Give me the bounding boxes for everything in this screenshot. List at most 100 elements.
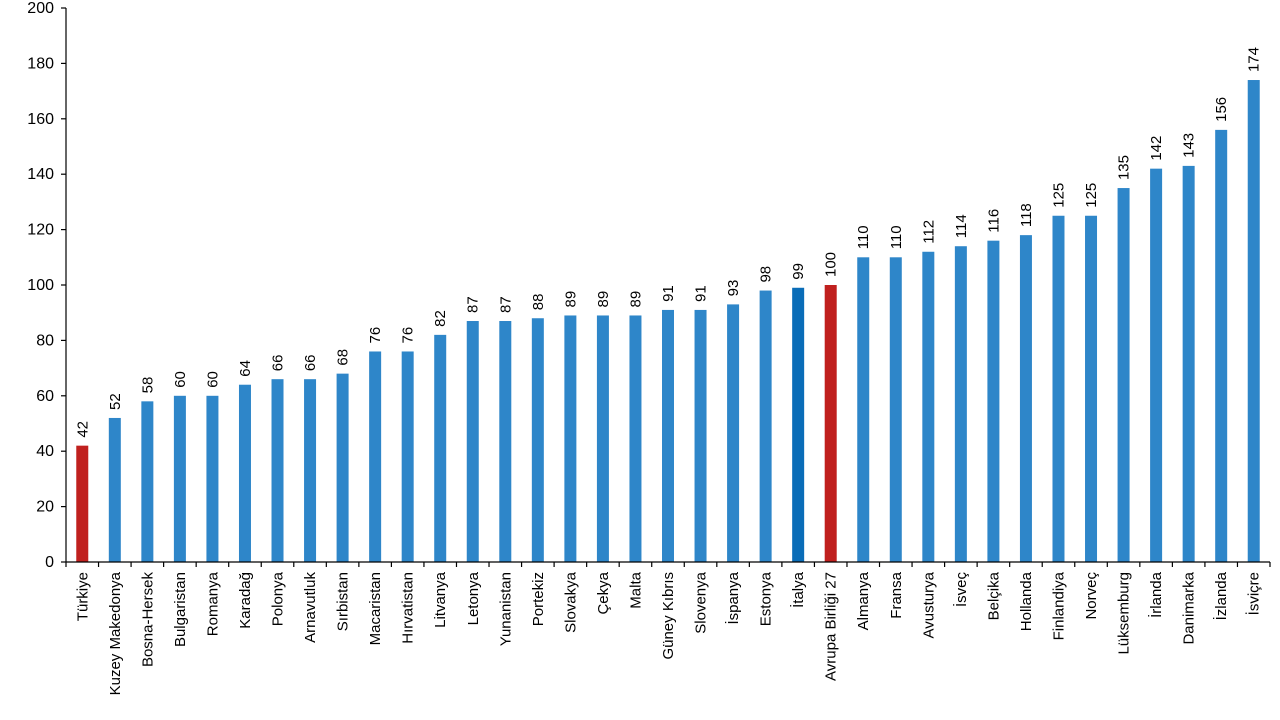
category-label-cekya: Çekya (595, 571, 612, 614)
y-tick-label: 180 (27, 55, 54, 72)
value-label-ispanya: 93 (725, 280, 742, 297)
bar-karadag (238, 384, 251, 562)
bar-guney-kibris (662, 309, 674, 562)
value-label-avrupa-birligi-27: 100 (823, 252, 840, 277)
bar-norvec (1085, 215, 1098, 562)
y-tick-label: 80 (36, 332, 54, 349)
bar-bulgaristan (173, 395, 186, 562)
bar-cekya (596, 315, 609, 562)
bar-litvanya (434, 334, 447, 562)
value-label-arnavutluk: 66 (302, 354, 319, 371)
value-label-izlanda: 156 (1213, 97, 1230, 122)
bar-almanya (857, 257, 870, 562)
value-label-karadag: 64 (237, 360, 254, 377)
bar-kuzey-makedonya (108, 417, 121, 562)
category-label-danimarka: Danimarka (1181, 571, 1198, 644)
y-tick-label: 20 (36, 499, 54, 516)
value-label-belcika: 116 (985, 209, 1002, 233)
value-label-malta: 89 (627, 291, 644, 308)
value-label-guney-kibris: 91 (660, 285, 677, 302)
category-label-hirvatistan: Hırvatistan (400, 572, 417, 644)
bar-slovakya (564, 315, 577, 562)
category-label-norvec: Norveç (1083, 572, 1100, 620)
bar-portekiz (531, 318, 544, 562)
y-tick-label: 100 (27, 277, 54, 294)
category-label-malta: Malta (627, 571, 644, 608)
category-label-hollanda: Hollanda (1018, 571, 1035, 631)
category-label-finlandiya: Finlandiya (1050, 571, 1067, 640)
y-tick-label: 0 (45, 554, 54, 571)
value-label-isvec: 114 (953, 214, 970, 238)
value-label-portekiz: 88 (530, 294, 547, 311)
value-label-turkiye: 42 (74, 421, 91, 438)
value-label-irlanda: 142 (1148, 136, 1165, 161)
category-label-portekiz: Portekiz (530, 572, 547, 626)
value-label-letonya: 87 (465, 296, 482, 313)
bar-ispanya (727, 304, 740, 562)
bar-isvicre (1247, 80, 1260, 563)
category-label-bulgaristan: Bulgaristan (172, 572, 189, 647)
category-label-guney-kibris: Güney Kıbrıs (660, 572, 677, 660)
bar-polonya (271, 379, 284, 562)
bar-danimarka (1182, 165, 1195, 562)
bar-avusturya (922, 251, 935, 562)
bar-turkiye (76, 445, 89, 562)
category-label-fransa: Fransa (888, 571, 905, 618)
value-label-litvanya: 82 (432, 310, 449, 327)
x-axis: Türkiye Kuzey Makedonya Bosna-Hersek Bulgar… (65, 561, 1271, 695)
category-label-slovenya: Slovenya (693, 571, 710, 633)
value-label-cekya: 89 (595, 291, 612, 308)
y-tick-label: 160 (27, 111, 54, 128)
category-label-almanya: Almanya (855, 571, 872, 630)
bar-estonya (759, 290, 772, 562)
category-label-estonya: Estonya (758, 571, 775, 626)
bar-avrupa-birligi-27 (824, 285, 837, 562)
category-label-ispanya: İspanya (724, 571, 742, 624)
value-label-yunanistan: 87 (497, 296, 514, 313)
category-label-slovakya: Slovakya (562, 571, 579, 633)
bar-letonya (466, 321, 479, 562)
y-tick-label: 40 (36, 443, 54, 460)
category-label-litvanya: Litvanya (432, 571, 449, 628)
bar-fransa (889, 257, 902, 562)
bar-italya (792, 287, 805, 562)
category-label-izlanda: İzlanda (1212, 571, 1230, 620)
bar-yunanistan (499, 321, 512, 562)
category-label-isvec: İsveç (952, 572, 970, 608)
value-label-danimarka: 143 (1181, 133, 1198, 158)
bar-malta (629, 315, 642, 562)
y-tick-label: 200 (27, 0, 54, 17)
bar-sirbistan (336, 373, 349, 562)
value-label-italya: 99 (790, 263, 807, 280)
category-label-irlanda: İrlanda (1147, 571, 1165, 618)
y-tick-label: 120 (27, 222, 54, 239)
bar-bosna-hersek (141, 401, 154, 562)
bar-finlandiya (1052, 215, 1065, 562)
value-label-bulgaristan: 60 (172, 371, 189, 388)
bars (76, 80, 1260, 563)
category-label-luksemburg: Lüksemburg (1116, 572, 1133, 655)
value-label-norvec: 125 (1083, 183, 1100, 208)
bar-izlanda (1215, 129, 1228, 562)
value-label-macaristan: 76 (367, 327, 384, 344)
bar-belcika (987, 240, 1000, 562)
category-label-karadag: Karadağ (237, 572, 254, 629)
category-label-macaristan: Macaristan (367, 572, 384, 645)
value-labels: 42 52 58 60 60 64 66 66 68 76 76 82 87 87 88 89 89 89 91 91… (74, 47, 1262, 438)
bar-luksemburg (1117, 188, 1130, 563)
value-label-luksemburg: 135 (1116, 155, 1133, 180)
bar-hirvatistan (401, 351, 414, 562)
category-label-avrupa-birligi-27: Avrupa Birliği 27 (823, 572, 840, 681)
value-label-finlandiya: 125 (1050, 183, 1067, 208)
bar-hollanda (1019, 235, 1032, 562)
category-label-sirbistan: Sırbistan (335, 572, 352, 631)
y-axis: 0 20 40 60 80 100 120 140 160 180 200 (27, 0, 67, 571)
bar-isvec (954, 246, 967, 562)
value-label-slovakya: 89 (562, 291, 579, 308)
y-tick-label: 140 (27, 166, 54, 183)
category-label-kuzey-makedonya: Kuzey Makedonya (107, 571, 124, 695)
bar-irlanda (1150, 168, 1163, 562)
category-label-letonya: Letonya (465, 571, 482, 625)
category-label-turkiye: Türkiye (74, 572, 91, 621)
